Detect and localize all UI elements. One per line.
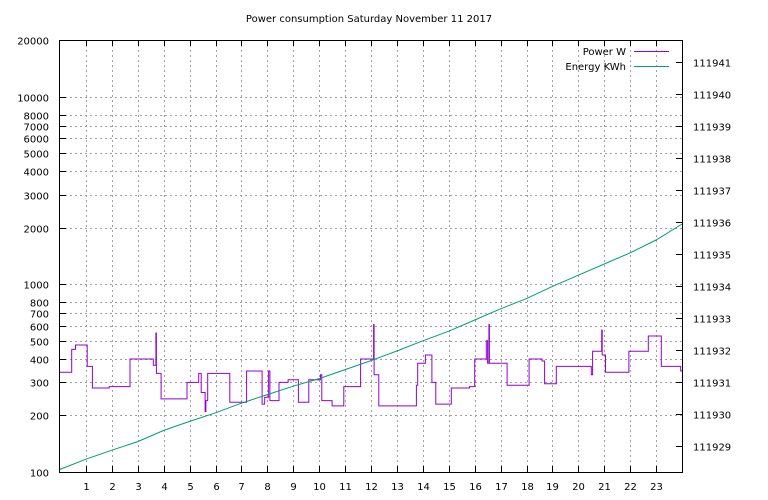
y2-tick-label: 111930	[693, 411, 731, 422]
series-line-energy-kwh	[59, 223, 683, 470]
y-tick-label: 1000	[24, 281, 49, 292]
y2-tick-label: 111932	[693, 347, 731, 358]
y-tick-label: 4000	[24, 168, 49, 179]
x-tick-label: 4	[161, 482, 167, 493]
x-tick-label: 3	[135, 482, 141, 493]
y-tick-label: 2000	[24, 225, 49, 236]
y-tick-label: 800	[30, 299, 49, 310]
y-tick-label: 600	[30, 323, 49, 334]
y-tick-label: 3000	[24, 192, 49, 203]
x-tick-label: 10	[313, 482, 326, 493]
x-tick-label: 1	[83, 482, 89, 493]
x-tick-label: 11	[339, 482, 352, 493]
x-tick-label: 12	[365, 482, 378, 493]
y2-tick-label: 111929	[693, 443, 731, 454]
y2-tick-label: 111931	[693, 379, 731, 390]
y-tick-label: 100	[30, 469, 49, 480]
y2-tick-label: 111933	[693, 315, 731, 326]
x-tick-label: 18	[521, 482, 534, 493]
x-tick-label: 5	[187, 482, 193, 493]
axis-ticks: 1 2 3 4 5 6 7 8 9 10 11 12 13 14 15 16 17 18 19 20 21 22 23100…	[17, 37, 731, 494]
y2-tick-label: 111935	[693, 251, 731, 262]
legend-label: Power W	[583, 47, 626, 58]
y-tick-label: 500	[30, 338, 49, 349]
legend: Power W Energy KWh	[565, 47, 669, 73]
x-tick-label: 9	[290, 482, 296, 493]
chart-title: Power consumption Saturday November 11 2…	[246, 14, 492, 25]
grid-lines	[60, 40, 682, 472]
y-tick-label: 6000	[24, 135, 49, 146]
y-tick-label: 200	[30, 412, 49, 423]
y2-tick-label: 111937	[693, 187, 731, 198]
y-tick-label: 300	[30, 379, 49, 390]
x-tick-label: 16	[469, 482, 482, 493]
x-tick-label: 13	[391, 482, 404, 493]
y-tick-label: 7000	[24, 123, 49, 134]
y-tick-label: 700	[30, 310, 49, 321]
y2-tick-label: 111936	[693, 219, 731, 230]
x-tick-label: 17	[495, 482, 508, 493]
legend-label: Energy KWh	[565, 62, 626, 73]
series-layer	[59, 223, 683, 470]
y-tick-label: 8000	[24, 112, 49, 123]
y-tick-label: 10000	[17, 94, 49, 105]
x-tick-label: 8	[264, 482, 270, 493]
x-tick-label: 23	[650, 482, 663, 493]
y2-tick-label: 111934	[693, 283, 731, 294]
y-tick-label: 400	[30, 356, 49, 367]
x-tick-label: 19	[546, 482, 559, 493]
series-line-power-w	[60, 324, 682, 412]
x-tick-label: 6	[213, 482, 219, 493]
x-tick-label: 7	[238, 482, 244, 493]
x-tick-label: 15	[443, 482, 456, 493]
x-tick-label: 22	[624, 482, 637, 493]
y2-tick-label: 111939	[693, 123, 731, 134]
x-tick-label: 2	[109, 482, 115, 493]
y2-tick-label: 111938	[693, 155, 731, 166]
x-tick-label: 21	[598, 482, 611, 493]
y-tick-label: 5000	[24, 150, 49, 161]
y2-tick-label: 111941	[693, 59, 731, 70]
x-tick-label: 20	[572, 482, 585, 493]
x-tick-label: 14	[417, 482, 430, 493]
y2-tick-label: 111940	[693, 91, 731, 102]
y-tick-label: 20000	[17, 37, 49, 48]
